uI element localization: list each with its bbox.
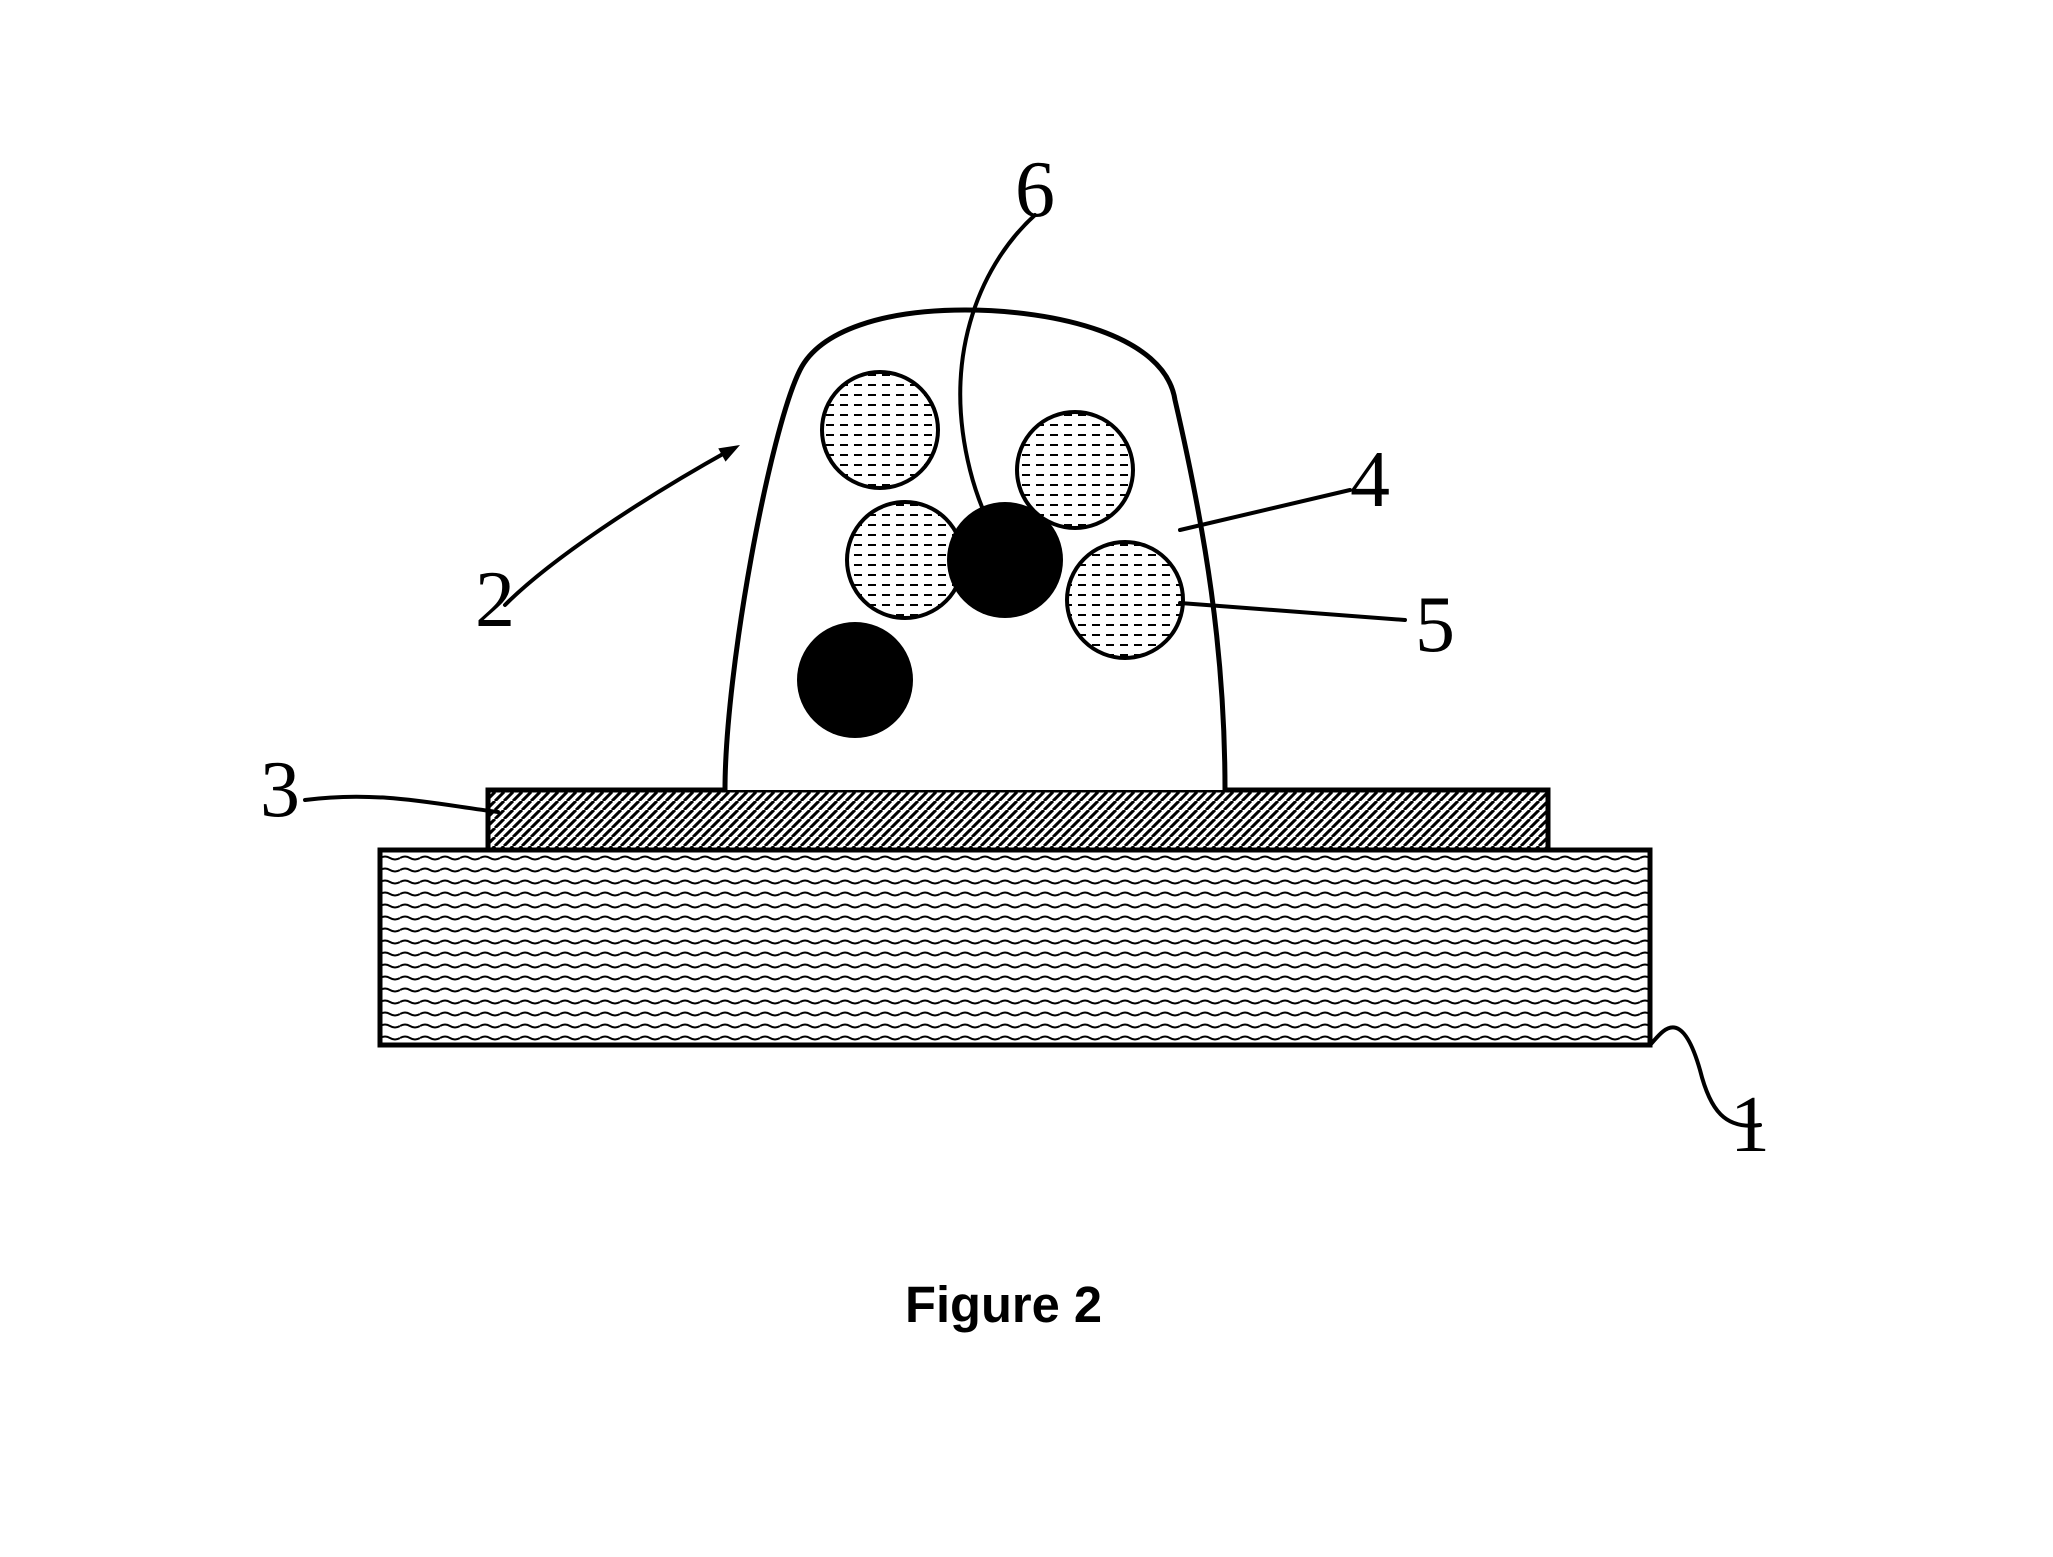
label-1: 1 [1730, 1080, 1770, 1171]
solid-particle [797, 622, 913, 738]
label-5-text: 5 [1415, 581, 1455, 669]
label-6-text: 6 [1015, 146, 1055, 234]
figure-caption: Figure 2 [905, 1275, 1102, 1334]
label-4-text: 4 [1350, 436, 1390, 524]
intermediate-layer [488, 790, 1548, 850]
label-2: 2 [475, 555, 515, 646]
hatched-particle [1067, 542, 1183, 658]
hatched-particle [847, 502, 963, 618]
label-2-text: 2 [475, 556, 515, 644]
solid-particle [947, 502, 1063, 618]
hatched-particle [822, 372, 938, 488]
label-3: 3 [260, 745, 300, 836]
substrate-layer [380, 850, 1650, 1045]
label-6: 6 [1015, 145, 1055, 236]
label-4: 4 [1350, 435, 1390, 526]
label-1-text: 1 [1730, 1081, 1770, 1169]
label-5: 5 [1415, 580, 1455, 671]
label-3-text: 3 [260, 746, 300, 834]
arrowhead-icon [718, 445, 740, 462]
figure-caption-text: Figure 2 [905, 1276, 1102, 1333]
